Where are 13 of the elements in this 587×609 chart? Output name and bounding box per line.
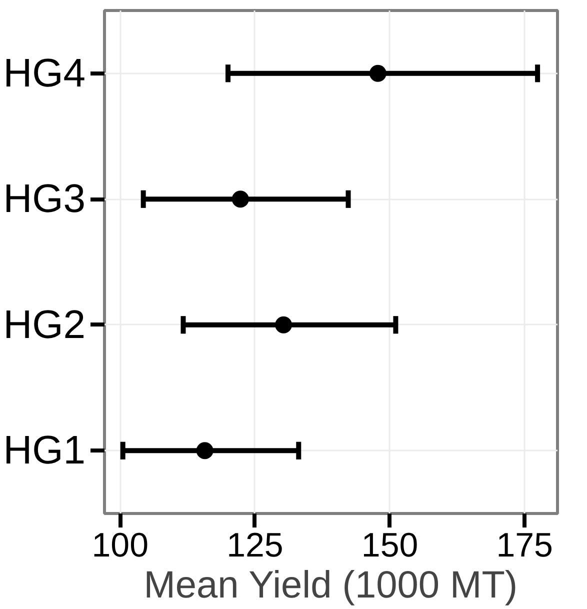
point	[275, 316, 292, 334]
x-axis-title: Mean Yield (1000 MT)	[144, 564, 518, 606]
x-tick-label: 175	[496, 526, 553, 564]
point	[196, 442, 214, 460]
y-tick-label: HG4	[3, 51, 86, 96]
y-tick-label: HG3	[3, 177, 86, 222]
y-tick-label: HG2	[3, 302, 86, 347]
y-tick-label: HG1	[3, 428, 86, 473]
point	[232, 190, 249, 208]
point	[369, 64, 386, 82]
x-tick-label: 150	[361, 526, 418, 564]
x-tick-label: 125	[226, 526, 284, 564]
x-tick-label: 100	[92, 526, 149, 564]
